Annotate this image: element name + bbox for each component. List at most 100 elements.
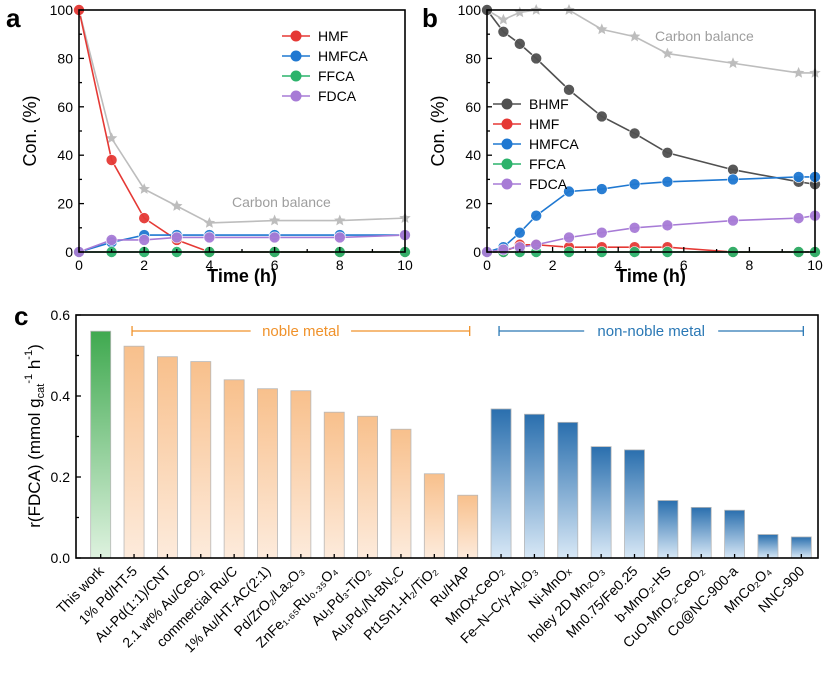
a-point-fdca — [268, 231, 281, 244]
panel-b-carbon-balance-label: Carbon balance — [655, 28, 754, 44]
a-line-hmf — [78, 9, 405, 253]
b-point-bhmf — [628, 127, 641, 140]
bar — [423, 473, 445, 559]
a-point-fdca — [138, 234, 150, 246]
bar — [123, 345, 145, 559]
b-xtick-label: 10 — [807, 257, 823, 273]
b-point-hmfca — [792, 171, 805, 183]
non-noble-metal-group-label-bg — [584, 321, 719, 341]
panel-b-legend: BHMF HMF HMFCA FFCA FDCA — [493, 96, 579, 192]
b-legend-label-fdca: FDCA — [529, 176, 568, 192]
a-carbon-balance-line — [78, 9, 406, 224]
bar — [323, 411, 345, 559]
b-carbon-balance-point — [661, 47, 674, 59]
non-noble-metal-group-label: non-noble metal — [597, 323, 705, 340]
a-point-fdca — [171, 231, 183, 244]
a-legend-label-hmfca: HMFCA — [318, 48, 368, 64]
b-point-hmfca — [530, 209, 543, 222]
a-ytick-label: 80 — [57, 50, 73, 66]
bar — [156, 356, 178, 559]
b-legend-label-hmf: HMF — [529, 116, 559, 132]
a-xtick-label: 6 — [271, 257, 279, 273]
b-legend-label-bhmf: BHMF — [529, 96, 569, 112]
panel-a-legend: HMF HMFCA FFCA FDCA — [282, 28, 368, 104]
b-point-hmfca — [727, 173, 739, 186]
b-legend-label-ffca: FFCA — [529, 156, 566, 172]
b-ytick-label: 60 — [465, 99, 481, 115]
b-legend-marker-fdca — [501, 178, 513, 190]
b-point-bhmf — [530, 52, 543, 65]
b-point-bhmf — [727, 163, 739, 176]
bar — [557, 421, 579, 559]
bar — [724, 509, 746, 559]
panel-b-ylabel: Con. (%) — [428, 95, 448, 166]
bar — [357, 415, 378, 559]
bar — [190, 361, 212, 559]
b-ytick-label: 0 — [473, 244, 481, 260]
b-point-fdca — [595, 226, 608, 239]
bar — [624, 449, 645, 559]
b-ytick-label: 100 — [458, 2, 482, 18]
b-carbon-balance-point — [628, 30, 641, 42]
a-point-hmf — [138, 212, 150, 224]
bar — [657, 500, 679, 559]
b-point-fdca — [628, 222, 641, 234]
b-point-hmfca — [661, 176, 674, 188]
a-carbon-balance-point — [138, 183, 150, 194]
a-point-hmf — [105, 154, 118, 166]
bar — [457, 494, 479, 559]
a-xtick-label: 8 — [336, 257, 344, 273]
b-point-hmfca — [595, 183, 608, 195]
panel-label-c: c — [14, 301, 28, 331]
a-point-fdca — [333, 231, 346, 244]
a-ytick-label: 60 — [57, 99, 73, 115]
b-ytick-label: 40 — [465, 147, 481, 163]
b-point-fdca — [530, 238, 543, 251]
b-point-bhmf — [661, 146, 674, 159]
a-carbon-balance-point — [334, 214, 346, 226]
bar — [390, 428, 412, 559]
bar — [524, 413, 545, 559]
a-legend-marker-ffca — [290, 70, 302, 82]
panel-a-carbon-balance-label: Carbon balance — [232, 194, 331, 210]
b-point-bhmf — [563, 84, 575, 96]
a-point-fdca — [105, 234, 118, 246]
b-xtick-label: 4 — [614, 257, 622, 273]
a-legend-label-ffca: FFCA — [318, 68, 355, 84]
bar — [490, 408, 512, 559]
a-carbon-balance-point — [105, 132, 118, 144]
b-carbon-balance-point — [514, 6, 526, 18]
y-tick-label: 0.0 — [51, 550, 71, 566]
a-ytick-label: 0 — [65, 244, 73, 260]
b-legend-label-hmfca: HMFCA — [529, 136, 579, 152]
a-xtick-label: 0 — [75, 257, 83, 273]
noble-metal-group-label: noble metal — [262, 323, 340, 340]
a-legend-label-hmf: HMF — [318, 28, 348, 44]
b-legend-marker-bhmf — [501, 98, 513, 110]
panel-a-frame — [78, 9, 406, 253]
a-legend-marker-hmf — [290, 30, 302, 42]
panel-label-b: b — [422, 3, 438, 33]
b-xtick-label: 2 — [549, 257, 557, 273]
b-xtick-label: 6 — [680, 257, 688, 273]
noble-metal-group-label-bg — [250, 321, 352, 341]
b-point-fdca — [497, 243, 510, 256]
panel-c-bar-chart: 0.00.20.40.6 noble metal non-noble metal … — [23, 307, 819, 656]
b-legend-marker-ffca — [501, 158, 513, 170]
a-legend-marker-fdca — [290, 90, 302, 102]
b-point-hmfca — [513, 226, 526, 239]
bar — [257, 388, 278, 559]
b-point-bhmf — [595, 110, 608, 123]
a-xtick-label: 4 — [206, 257, 214, 273]
a-legend-label-fdca: FDCA — [318, 88, 357, 104]
bar — [290, 390, 312, 559]
a-ytick-label: 20 — [57, 196, 73, 212]
b-carbon-balance-point — [497, 13, 510, 25]
panel-a-ylabel: Con. (%) — [20, 95, 40, 166]
b-ytick-label: 80 — [465, 50, 481, 66]
b-point-fdca — [792, 212, 805, 224]
y-tick-label: 0.2 — [51, 469, 71, 485]
